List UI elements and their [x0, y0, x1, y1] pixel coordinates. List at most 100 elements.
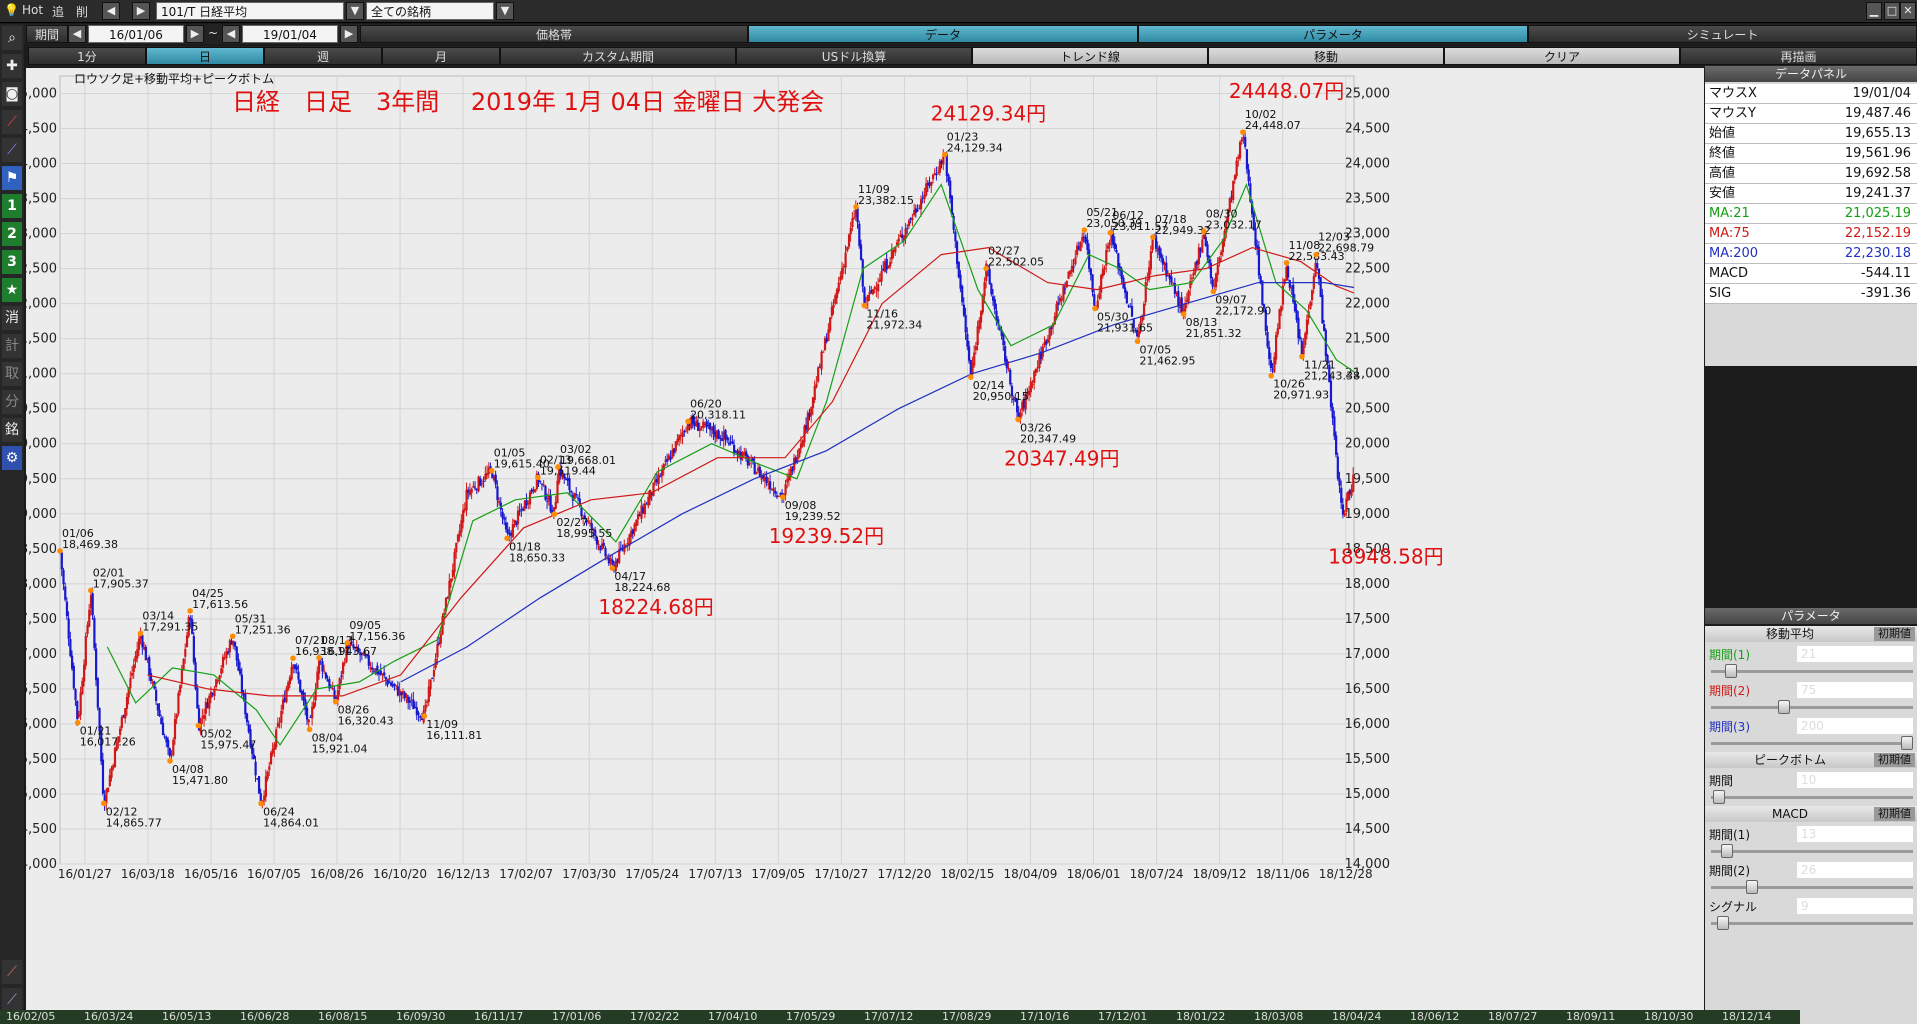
param-slider-track[interactable]	[1711, 850, 1913, 853]
param-slider-track[interactable]	[1711, 706, 1913, 709]
symbol-dropdown-icon[interactable]: ▼	[346, 2, 364, 20]
minimize-icon[interactable]: ▁	[1866, 2, 1882, 20]
param-slider-track[interactable]	[1711, 742, 1913, 745]
trade-button[interactable]: 取	[2, 362, 22, 386]
brand-button[interactable]: 銘	[2, 418, 22, 442]
candle-body	[652, 482, 655, 496]
param-value-field[interactable]: 200	[1797, 718, 1913, 734]
crosshair-icon[interactable]: ✚	[2, 54, 22, 78]
tab-parameter[interactable]: パラメータ	[1138, 25, 1528, 43]
calc-button[interactable]: 計	[2, 334, 22, 358]
date-to-field[interactable]: 19/01/04	[242, 25, 338, 43]
date-from-next-icon[interactable]: ▶	[186, 25, 204, 43]
param-slider-knob[interactable]	[1716, 916, 1729, 930]
tf-1min-button[interactable]: 1分	[28, 47, 146, 65]
favorite-star-icon[interactable]: ★	[2, 278, 22, 302]
param-slider-knob[interactable]	[1712, 790, 1725, 804]
prev-arrow-icon[interactable]: ◀	[102, 2, 120, 20]
search-icon[interactable]: ⌕	[2, 26, 22, 50]
redraw-button[interactable]: 再描画	[1680, 47, 1917, 65]
date-from-prev-icon[interactable]: ◀	[68, 25, 86, 43]
reset-default-button[interactable]: 初期値	[1874, 627, 1915, 641]
chart-area[interactable]: 14,000 14,000 14,500 14,500 15,000 15,000 15,5…	[26, 68, 1704, 1018]
camera-icon[interactable]: ◙	[2, 82, 22, 106]
date-to-prev-icon[interactable]: ◀	[222, 25, 240, 43]
universe-dropdown-icon[interactable]: ▼	[496, 2, 514, 20]
close-icon[interactable]: ✕	[1900, 2, 1916, 20]
tf-week-button[interactable]: 週	[264, 47, 382, 65]
candle-body	[847, 234, 851, 247]
candle-body	[450, 578, 453, 583]
preset-2-button[interactable]: 2	[2, 222, 22, 246]
date-bar-label: 17/08/29	[942, 1010, 992, 1023]
candle-body	[1216, 264, 1219, 275]
candle-body	[504, 522, 508, 530]
peak-date-label: 05/30	[1097, 310, 1129, 323]
candle-body	[420, 718, 424, 720]
chart-line-icon[interactable]: ⟋	[2, 110, 22, 134]
data-row: 安値 19,241.37	[1705, 184, 1917, 204]
param-value-field[interactable]: 10	[1797, 772, 1913, 788]
reset-default-button[interactable]: 初期値	[1874, 807, 1915, 821]
hot-button[interactable]: Hot	[22, 3, 44, 17]
tab-simulate[interactable]: シミュレート	[1528, 25, 1917, 43]
trendline-button[interactable]: トレンド線	[972, 47, 1208, 65]
date-from-field[interactable]: 16/01/06	[88, 25, 184, 43]
param-slider-track[interactable]	[1711, 886, 1913, 889]
maximize-icon[interactable]: □	[1884, 2, 1900, 20]
clear-button[interactable]: クリア	[1444, 47, 1680, 65]
bulb-icon[interactable]: 💡	[4, 3, 19, 17]
param-value-field[interactable]: 13	[1797, 826, 1913, 842]
settings-gear-icon[interactable]: ⚙	[2, 446, 22, 470]
param-slider-track[interactable]	[1711, 922, 1913, 925]
param-slider-knob[interactable]	[1724, 664, 1737, 678]
preset-3-button[interactable]: 3	[2, 250, 22, 274]
y-tick-label-right: 21,000	[1345, 367, 1391, 382]
date-to-next-icon[interactable]: ▶	[340, 25, 358, 43]
next-arrow-icon[interactable]: ▶	[132, 2, 150, 20]
reset-default-button[interactable]: 初期値	[1874, 753, 1915, 767]
peak-date-label: 02/27	[556, 516, 588, 529]
chart-area-icon[interactable]: ⟋	[2, 138, 22, 162]
param-value-field[interactable]: 9	[1797, 898, 1913, 914]
param-value-field[interactable]: 21	[1797, 646, 1913, 662]
move-button[interactable]: 移動	[1208, 47, 1444, 65]
tab-data[interactable]: データ	[748, 25, 1138, 43]
candle-body	[240, 674, 243, 693]
candle-body	[817, 367, 820, 382]
date-navigator-bar[interactable]: 16/02/05 16/03/24 16/05/13 16/06/28 16/08/15…	[0, 1010, 1800, 1024]
param-slider-knob[interactable]	[1720, 844, 1733, 858]
tf-day-button[interactable]: 日	[146, 47, 264, 65]
param-slider-track[interactable]	[1711, 670, 1913, 673]
param-slider-track[interactable]	[1711, 796, 1913, 799]
delete-button[interactable]: 削	[76, 5, 89, 19]
candle-body	[1221, 239, 1225, 253]
flag-icon[interactable]: ⚑	[2, 166, 22, 190]
candle-body	[139, 634, 142, 640]
candle-body	[1038, 353, 1041, 369]
symbol-field[interactable]: 101/T 日経平均	[156, 2, 344, 20]
candle-body	[381, 673, 384, 675]
universe-select[interactable]: 全ての銘柄	[366, 2, 494, 20]
param-slider-knob[interactable]	[1777, 700, 1790, 714]
candle-body	[1072, 266, 1075, 268]
param-value-field[interactable]: 75	[1797, 682, 1913, 698]
add-button[interactable]: 追	[52, 5, 65, 19]
chart-small-icon[interactable]: ⟋	[2, 960, 22, 984]
chart-small-2-icon[interactable]: ⟋	[2, 988, 22, 1012]
peak-value-label: 23,050.39	[1086, 217, 1142, 230]
candle-body	[743, 452, 746, 455]
tf-month-button[interactable]: 月	[382, 47, 500, 65]
preset-1-button[interactable]: 1	[2, 194, 22, 218]
candle-body	[933, 173, 936, 176]
candle-body	[144, 646, 147, 661]
erase-button[interactable]: 消	[2, 306, 22, 330]
usd-convert-button[interactable]: USドル換算	[736, 47, 972, 65]
param-slider-knob[interactable]	[1746, 880, 1759, 894]
candlestick-chart[interactable]: 14,000 14,000 14,500 14,500 15,000 15,000 15,5…	[26, 68, 1704, 1018]
custom-period-button[interactable]: カスタム期間	[500, 47, 736, 65]
param-slider-knob[interactable]	[1901, 736, 1913, 750]
param-value-field[interactable]: 26	[1797, 862, 1913, 878]
tab-price-band[interactable]: 価格帯	[360, 25, 748, 43]
analysis-button[interactable]: 分	[2, 390, 22, 414]
